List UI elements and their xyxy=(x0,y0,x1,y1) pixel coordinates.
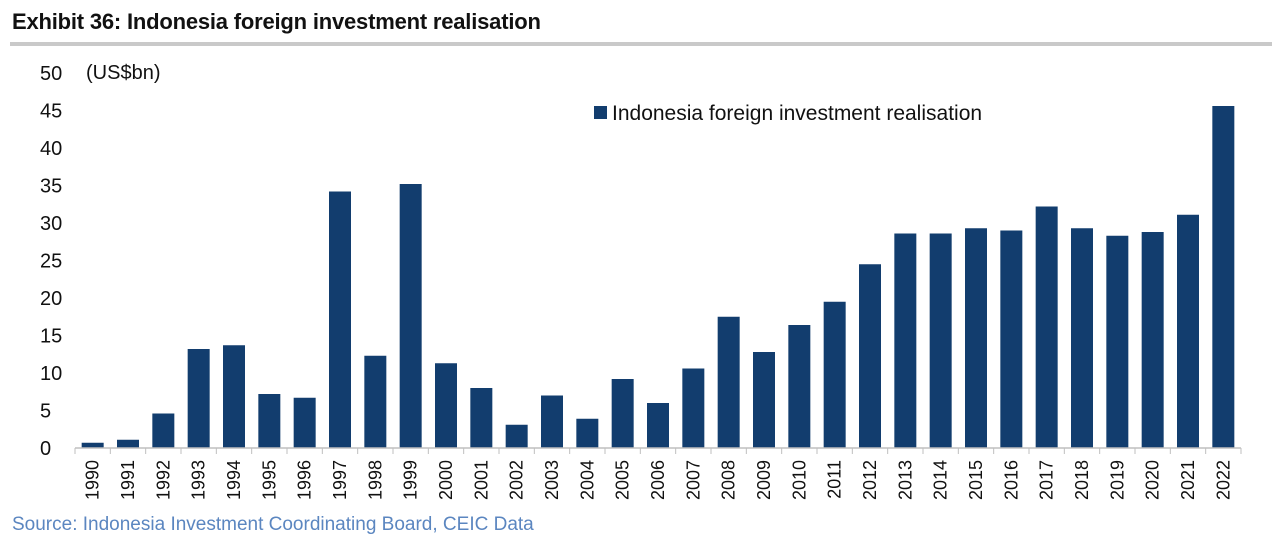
x-tick-label: 1995 xyxy=(259,460,279,500)
y-axis-unit-label: (US$bn) xyxy=(86,62,160,84)
title-divider xyxy=(10,42,1272,46)
x-tick-label: 1992 xyxy=(153,460,173,500)
bar-1990 xyxy=(81,442,104,448)
bar-1992 xyxy=(152,413,175,448)
bar-2016 xyxy=(1000,230,1023,448)
bar-2014 xyxy=(929,233,952,448)
x-tick-label: 1990 xyxy=(83,460,103,500)
x-tick-label: 1997 xyxy=(330,460,350,500)
bar-1995 xyxy=(258,394,281,448)
bar-2018 xyxy=(1071,228,1093,448)
y-tick-label: 15 xyxy=(40,326,62,348)
bar-2007 xyxy=(682,368,705,448)
x-tick-label: 2017 xyxy=(1037,460,1057,500)
bar-2012 xyxy=(859,264,881,448)
bar-2005 xyxy=(611,379,634,448)
y-tick-label: 35 xyxy=(40,176,62,198)
x-tick-label: 2020 xyxy=(1143,460,1163,500)
bar-2013 xyxy=(894,233,917,448)
bar-2000 xyxy=(435,363,457,448)
x-tick-label: 1996 xyxy=(295,460,315,500)
bar-2019 xyxy=(1106,235,1129,448)
bars-group xyxy=(81,106,1235,448)
bar-1991 xyxy=(117,439,139,448)
x-tick-label: 2008 xyxy=(719,460,739,500)
x-tick-label: 2010 xyxy=(789,460,809,500)
x-tick-label: 2012 xyxy=(860,460,880,500)
x-tick-label: 2021 xyxy=(1178,460,1198,500)
y-tick-label: 45 xyxy=(40,101,62,123)
x-tick-label: 1993 xyxy=(189,460,209,500)
legend: Indonesia foreign investment realisation xyxy=(594,102,982,125)
bar-2006 xyxy=(647,403,669,448)
x-tick-label: 2005 xyxy=(613,460,633,500)
bar-2022 xyxy=(1212,106,1235,448)
x-tick-label: 2003 xyxy=(542,460,562,500)
bar-2021 xyxy=(1177,214,1199,448)
bar-2009 xyxy=(753,352,775,448)
x-tick-label: 2014 xyxy=(931,460,951,500)
x-tick-label: 2013 xyxy=(895,460,915,500)
x-tick-label: 2007 xyxy=(683,460,703,500)
exhibit-title: Exhibit 36: Indonesia foreign investment… xyxy=(12,9,541,34)
x-tick-label: 2004 xyxy=(577,460,597,500)
x-tick-label: 1998 xyxy=(365,460,385,500)
y-tick-label: 20 xyxy=(40,288,62,310)
bar-2003 xyxy=(541,395,563,448)
bar-2004 xyxy=(576,418,599,448)
y-tick-label: 5 xyxy=(40,401,51,423)
bar-2010 xyxy=(788,325,811,448)
x-tick-label: 2022 xyxy=(1213,460,1233,500)
x-tick-label: 2006 xyxy=(648,460,668,500)
bar-2015 xyxy=(965,228,987,448)
bar-1999 xyxy=(399,184,422,448)
bar-2008 xyxy=(717,316,740,448)
x-axis-ticks: 1990 1991 1992 1993 1994 1995 1996 1997 1998 1999… xyxy=(74,448,1242,500)
x-tick-label: 2001 xyxy=(471,460,491,500)
bar-1998 xyxy=(364,355,387,448)
y-tick-label: 40 xyxy=(40,138,62,160)
x-tick-label: 2011 xyxy=(825,460,845,499)
legend-label: Indonesia foreign investment realisation xyxy=(612,102,982,125)
x-tick-label: 2019 xyxy=(1107,460,1127,500)
bar-1996 xyxy=(293,397,316,448)
bar-1993 xyxy=(187,349,210,448)
y-tick-label: 10 xyxy=(40,363,62,385)
x-tick-label: 2002 xyxy=(507,460,527,500)
bar-1997 xyxy=(329,191,351,448)
bar-2001 xyxy=(470,388,493,448)
bar-2020 xyxy=(1141,232,1164,448)
bar-1994 xyxy=(223,345,245,448)
y-tick-label: 0 xyxy=(40,438,51,460)
y-axis-ticks: 0 5 10 15 20 25 30 35 40 45 50 xyxy=(40,63,62,460)
y-tick-label: 25 xyxy=(40,251,62,273)
y-tick-label: 30 xyxy=(40,213,62,235)
bar-2011 xyxy=(823,301,846,448)
x-tick-label: 1999 xyxy=(401,460,421,500)
x-tick-label: 1994 xyxy=(224,460,244,500)
x-tick-label: 2015 xyxy=(966,460,986,500)
x-tick-label: 1991 xyxy=(118,460,138,500)
bar-2017 xyxy=(1035,206,1058,448)
legend-swatch xyxy=(594,106,607,119)
source-note: Source: Indonesia Investment Coordinatin… xyxy=(12,514,534,535)
x-tick-label: 2009 xyxy=(754,460,774,500)
x-tick-label: 2000 xyxy=(436,460,456,500)
x-tick-label: 2016 xyxy=(1001,460,1021,500)
x-tick-label: 2018 xyxy=(1072,460,1092,500)
bar-2002 xyxy=(505,424,528,448)
y-tick-label: 50 xyxy=(40,63,62,85)
